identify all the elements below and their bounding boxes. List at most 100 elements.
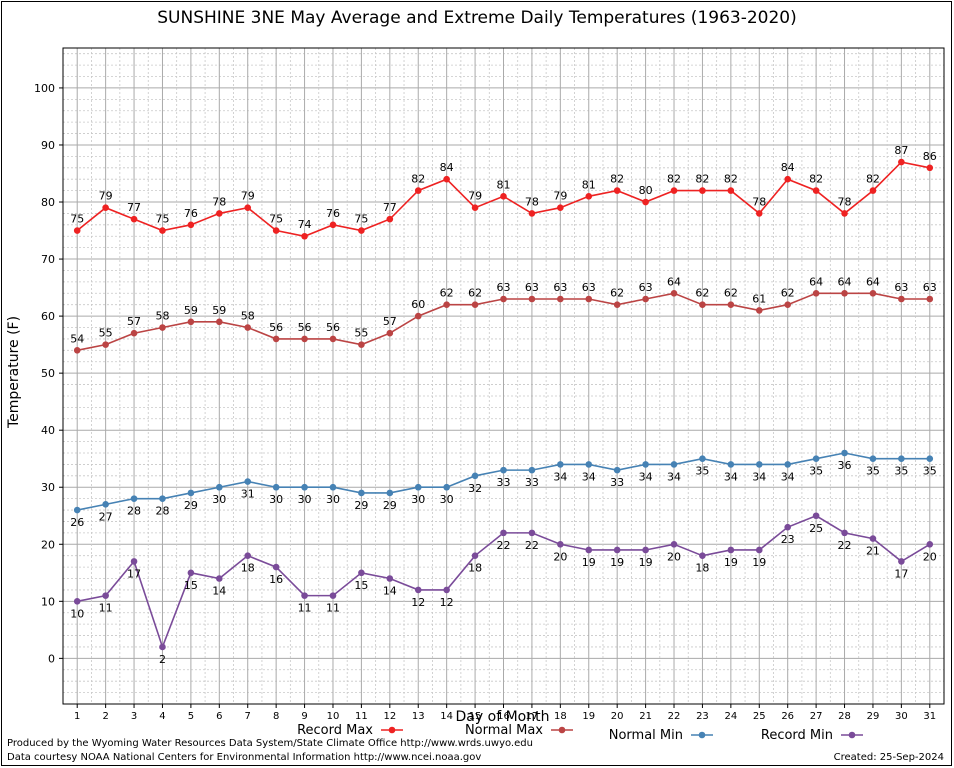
- data-label-record-min: 18: [241, 562, 255, 575]
- data-label-record-max: 77: [127, 201, 141, 214]
- data-point-record-min: [699, 552, 706, 559]
- data-label-normal-max: 59: [212, 304, 226, 317]
- data-label-normal-max: 64: [809, 275, 823, 288]
- data-label-record-max: 84: [440, 161, 454, 174]
- data-label-normal-max: 63: [525, 281, 539, 294]
- data-point-normal-min: [159, 495, 166, 502]
- data-point-record-max: [727, 187, 735, 194]
- legend-marker-record-max: [388, 726, 396, 734]
- data-label-record-min: 11: [326, 602, 340, 615]
- data-point-record-min: [784, 523, 791, 531]
- data-point-record-max: [159, 227, 166, 234]
- data-label-record-max: 78: [525, 195, 539, 208]
- x-tick-label: 16: [497, 711, 510, 722]
- data-point-normal-max: [187, 318, 195, 326]
- data-point-record-min: [443, 586, 450, 594]
- data-point-record-min: [500, 529, 507, 537]
- data-label-record-min: 20: [923, 550, 937, 563]
- data-point-record-min: [926, 540, 934, 548]
- data-point-normal-min: [272, 483, 280, 491]
- data-label-normal-max: 62: [468, 287, 482, 300]
- data-label-normal-min: 29: [383, 499, 397, 512]
- x-tick-label: 11: [355, 711, 368, 722]
- y-tick-label: 30: [41, 481, 55, 494]
- data-label-record-min: 15: [184, 579, 198, 592]
- data-label-normal-min: 36: [838, 459, 852, 472]
- data-point-normal-max: [443, 301, 450, 308]
- data-label-normal-min: 35: [923, 465, 937, 478]
- x-tick-label: 29: [867, 711, 880, 722]
- y-tick-label: 80: [41, 196, 55, 209]
- data-label-record-max: 79: [99, 190, 113, 203]
- data-label-normal-max: 64: [838, 275, 852, 288]
- data-point-record-min: [812, 512, 820, 520]
- x-axis-label: Day of Month: [456, 709, 550, 725]
- data-label-normal-max: 61: [752, 292, 766, 305]
- x-tick-label: 7: [245, 711, 251, 722]
- data-point-normal-min: [926, 455, 934, 463]
- data-point-record-max: [528, 210, 536, 217]
- data-point-normal-min: [642, 461, 649, 468]
- data-point-normal-max: [642, 295, 649, 303]
- data-label-record-min: 2: [159, 653, 166, 666]
- data-label-normal-max: 56: [269, 321, 283, 334]
- data-point-normal-min: [557, 461, 564, 468]
- data-point-normal-max: [130, 329, 138, 337]
- x-tick-label: 18: [554, 711, 567, 722]
- grid-layer: [63, 48, 944, 705]
- data-label-normal-max: 55: [354, 327, 368, 340]
- data-point-normal-max: [272, 335, 280, 343]
- y-tick-label: 40: [41, 424, 55, 437]
- data-point-record-min: [358, 569, 365, 577]
- data-label-normal-max: 64: [667, 275, 681, 288]
- data-label-normal-max: 57: [383, 315, 397, 328]
- data-point-record-max: [699, 187, 706, 194]
- series-record-min: 10 11 17 2 15 14 18 16 11 11 15 14 12 12 18 22 22 20 19 19 1…: [70, 512, 937, 666]
- data-label-normal-max: 63: [639, 281, 653, 294]
- data-point-normal-min: [73, 506, 81, 514]
- data-label-record-max: 76: [184, 207, 198, 220]
- data-label-record-max: 82: [695, 173, 709, 186]
- data-label-normal-max: 62: [610, 287, 624, 300]
- data-label-record-max: 86: [923, 150, 937, 163]
- data-point-record-max: [244, 204, 252, 212]
- data-point-record-min: [898, 558, 905, 565]
- data-point-record-max: [471, 204, 479, 212]
- y-tick-label: 50: [41, 367, 55, 380]
- data-label-record-max: 75: [155, 213, 169, 226]
- data-point-record-max: [926, 164, 934, 172]
- data-label-normal-min: 28: [155, 505, 169, 518]
- data-point-record-max: [358, 227, 365, 234]
- data-point-record-max: [386, 215, 394, 223]
- data-label-record-max: 79: [553, 190, 567, 203]
- data-point-normal-max: [841, 289, 848, 297]
- data-label-normal-min: 30: [440, 493, 454, 506]
- y-tick-label: 100: [34, 82, 55, 95]
- x-tick-label: 21: [639, 711, 652, 722]
- data-label-normal-max: 63: [497, 281, 511, 294]
- data-label-record-min: 22: [497, 539, 511, 552]
- data-label-normal-max: 62: [440, 287, 454, 300]
- data-point-record-max: [642, 198, 649, 206]
- data-point-record-max: [301, 232, 308, 240]
- legend-label-normal-min: Normal Min: [609, 728, 683, 743]
- data-point-normal-max: [73, 347, 81, 354]
- y-tick-label: 20: [41, 538, 55, 551]
- y-tick-label: 60: [41, 310, 55, 323]
- data-label-record-min: 17: [894, 567, 908, 580]
- data-point-normal-min: [500, 466, 507, 474]
- x-tick-label: 8: [273, 711, 279, 722]
- data-point-normal-min: [414, 483, 422, 491]
- x-tick-label: 28: [838, 711, 851, 722]
- data-label-normal-max: 62: [781, 287, 795, 300]
- data-label-record-min: 12: [411, 596, 425, 609]
- data-label-record-min: 16: [269, 573, 283, 586]
- data-label-record-max: 82: [610, 173, 624, 186]
- data-point-normal-max: [414, 312, 422, 320]
- y-axis-label: Temperature (F): [6, 316, 22, 429]
- x-tick-label: 19: [582, 711, 595, 722]
- x-tick-label: 23: [696, 711, 709, 722]
- data-point-record-max: [670, 187, 678, 194]
- x-tick-label: 2: [102, 711, 108, 722]
- data-label-normal-max: 63: [923, 281, 937, 294]
